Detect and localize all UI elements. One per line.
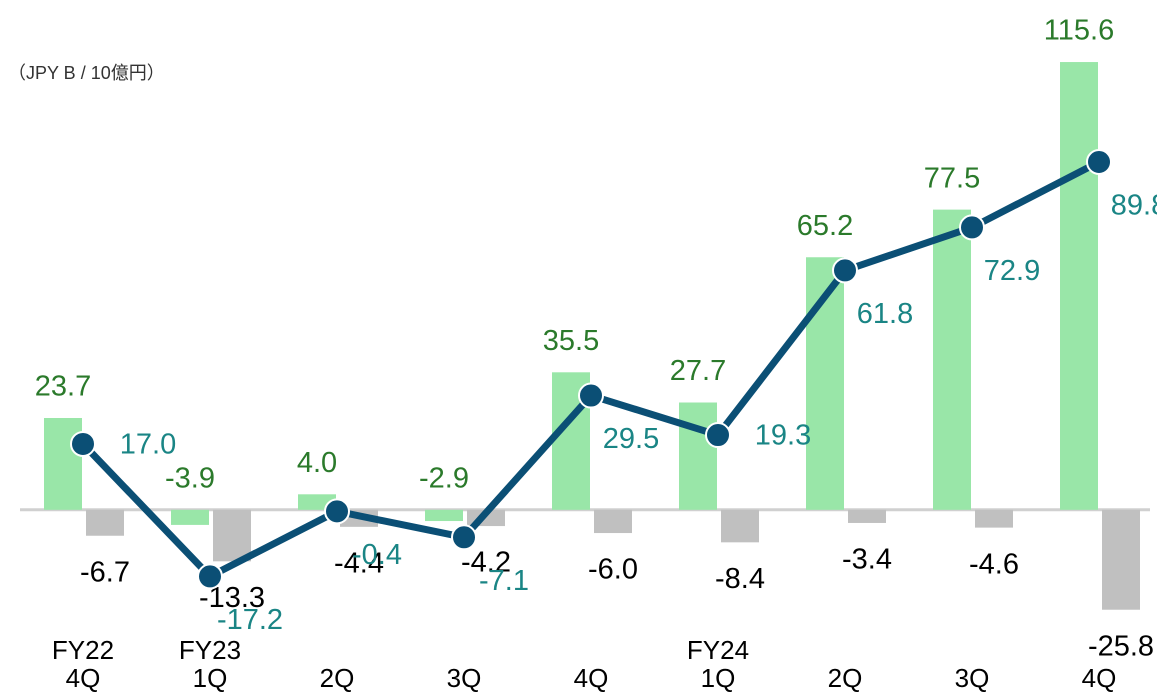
x-group-label: FY22 <box>52 635 114 665</box>
data-label: -3.4 <box>842 544 892 576</box>
data-label: -4.6 <box>969 548 1019 580</box>
bar <box>86 509 124 536</box>
x-group-label: FY24 <box>687 635 749 665</box>
bar <box>44 418 82 510</box>
line-point <box>959 214 985 241</box>
data-label: -17.2 <box>217 604 283 636</box>
x-tick-label: 1Q <box>193 663 228 693</box>
data-label: 89.8 <box>1111 190 1157 222</box>
data-label: 19.3 <box>755 420 811 452</box>
data-label: 4.0 <box>297 447 337 479</box>
data-label: 35.5 <box>543 325 599 357</box>
data-label: -25.8 <box>1088 630 1154 662</box>
x-tick-label: 4Q <box>66 663 101 693</box>
line-point <box>197 563 223 590</box>
line-point <box>832 257 858 284</box>
data-label: 29.5 <box>603 423 659 455</box>
x-tick-label: 2Q <box>828 663 863 693</box>
bar <box>213 509 251 562</box>
x-tick-label: 4Q <box>1082 663 1117 693</box>
x-tick-label: 3Q <box>447 663 482 693</box>
data-label: 72.9 <box>984 255 1040 287</box>
x-group-label: FY23 <box>179 635 241 665</box>
data-label: -8.4 <box>715 563 765 595</box>
bar <box>679 402 717 510</box>
data-label: -7.1 <box>479 565 529 597</box>
data-label: -3.9 <box>165 462 215 494</box>
bar <box>975 509 1013 528</box>
data-label: -2.9 <box>419 462 469 494</box>
bar <box>1060 62 1098 510</box>
bar <box>1102 509 1140 610</box>
data-label: 77.5 <box>924 162 980 194</box>
bar <box>721 509 759 543</box>
line-point <box>1086 148 1112 175</box>
bar <box>171 509 209 525</box>
line-point <box>451 524 477 551</box>
line-point <box>705 422 731 449</box>
data-label: 23.7 <box>35 371 91 403</box>
data-label: -0.4 <box>352 539 402 571</box>
data-label: 115.6 <box>1044 15 1114 47</box>
data-label: -6.0 <box>588 554 638 586</box>
data-label: 61.8 <box>857 298 913 330</box>
data-label: 27.7 <box>670 355 726 387</box>
x-tick-label: 1Q <box>701 663 736 693</box>
x-tick-label: 4Q <box>574 663 609 693</box>
x-tick-label: 3Q <box>955 663 990 693</box>
line-point <box>578 382 604 409</box>
bar <box>594 509 632 534</box>
data-label: -4.4 <box>334 547 384 579</box>
data-label: -4.2 <box>461 547 511 579</box>
data-label: 17.0 <box>120 429 176 461</box>
bar <box>848 509 886 523</box>
data-label: 65.2 <box>797 210 853 242</box>
unit-label: （JPY B / 10億円） <box>8 63 165 83</box>
data-label: -6.7 <box>80 556 130 588</box>
line-point <box>70 430 96 457</box>
bar <box>933 209 971 510</box>
line-point <box>324 498 350 525</box>
bar <box>425 509 463 522</box>
x-tick-label: 2Q <box>320 663 355 693</box>
